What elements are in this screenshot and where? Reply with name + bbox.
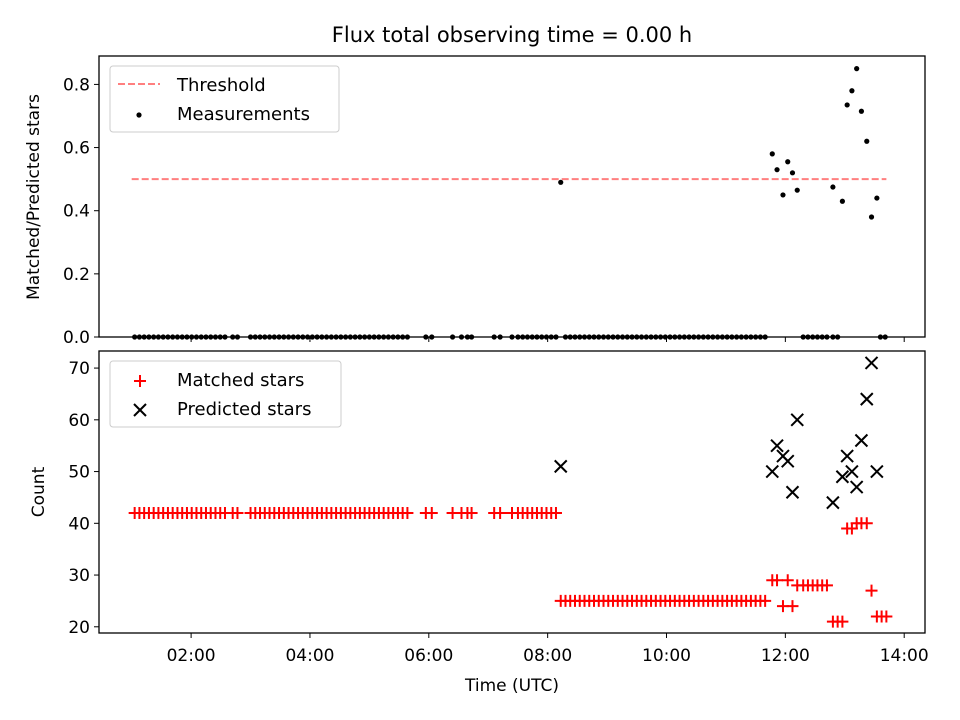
predicted-stars-point <box>849 480 864 494</box>
count-y-tick-label: 70 <box>68 359 90 379</box>
predicted-stars-point <box>864 356 879 370</box>
count-y-tick-label: 20 <box>68 618 90 638</box>
count-marks <box>128 356 893 628</box>
measurements-legend-swatch <box>136 112 142 118</box>
x-axis-label: Time (UTC) <box>464 676 559 696</box>
measurements-point <box>858 108 865 114</box>
measurements-point <box>789 170 796 176</box>
measurements-point <box>830 184 836 190</box>
matched-stars-point <box>880 610 893 623</box>
measurements-point <box>874 195 880 201</box>
ratio-y-tick-label: 0.8 <box>63 75 90 95</box>
x-tick-label: 12:00 <box>761 646 810 666</box>
ratio-y-tick-label: 0.2 <box>63 265 90 285</box>
count-panel: 20 30 40 50 60 70 02:00 04:00 06:00 08:00 10:00 12… <box>29 350 929 696</box>
matched-stars-point <box>425 506 438 519</box>
ratio-y-tick-label: 0.4 <box>63 202 90 222</box>
ratio-legend: Threshold Measurements <box>109 65 340 133</box>
count-legend: Matched stars Predicted stars <box>109 360 342 428</box>
matched-stars-point <box>465 506 478 519</box>
matched-stars-legend-label: Matched stars <box>177 370 304 391</box>
predicted-stars-legend-label: Predicted stars <box>177 399 311 420</box>
ratio-y-axis: 0.0 0.2 0.4 0.6 0.8 <box>63 75 99 348</box>
count-axes-frame <box>98 350 926 634</box>
measurements-point <box>844 102 850 108</box>
ratio-y-tick-label: 0.0 <box>63 328 90 348</box>
matched-stars-legend-swatch <box>134 375 146 387</box>
predicted-stars-point <box>854 433 869 448</box>
measurements-point <box>794 187 800 193</box>
count-y-tick-label: 60 <box>68 411 90 431</box>
matched-stars-point <box>860 517 873 530</box>
matched-stars-point <box>771 574 784 587</box>
ratio-y-axis-label: Matched/Predicted stars <box>24 94 44 300</box>
ratio-y-tick-label: 0.6 <box>63 139 90 159</box>
matched-stars-point <box>836 615 849 628</box>
measurements-point <box>769 151 775 157</box>
threshold-legend-label: Threshold <box>176 75 266 96</box>
measurements-point <box>868 214 875 220</box>
predicted-stars-point <box>835 470 850 484</box>
measurements-point <box>864 138 870 144</box>
predicted-stars-point <box>840 449 854 463</box>
matched-stars-point <box>549 506 562 519</box>
matched-stars-point <box>865 584 878 597</box>
count-y-tick-label: 50 <box>68 463 90 483</box>
predicted-stars-point <box>860 392 874 406</box>
predicted-stars-point <box>790 413 804 427</box>
x-tick-label: 06:00 <box>404 646 453 666</box>
ratio-legend-box <box>109 65 340 133</box>
matched-stars-point <box>401 506 414 519</box>
predicted-stars-point <box>770 438 784 453</box>
matched-stars-point <box>781 574 794 587</box>
matched-stars-point <box>494 506 507 519</box>
predicted-stars-point <box>785 485 800 499</box>
ratio-panel: 0.00.20.40.60.8 Matched/Predicted stars … <box>24 55 926 348</box>
measurements-point <box>780 192 786 198</box>
x-tick-label: 10:00 <box>642 646 691 666</box>
predicted-stars-point <box>826 495 840 510</box>
matched-stars-point <box>759 594 772 607</box>
x-tick-label: 14:00 <box>880 646 929 666</box>
measurements-point <box>839 198 846 204</box>
predicted-stars-point <box>554 459 568 474</box>
x-tick-label: 04:00 <box>285 646 334 666</box>
predicted-stars-point <box>870 464 884 479</box>
measurements-point <box>774 167 780 173</box>
count-x-axis: 02:00 04:00 06:00 08:00 10:00 12:00 14:00 <box>167 633 929 666</box>
predicted-stars-point <box>845 464 859 479</box>
measurements-point <box>558 179 564 185</box>
predicted-stars-point <box>781 454 795 468</box>
measurements-point <box>849 88 855 94</box>
measurements-legend-label: Measurements <box>177 104 310 125</box>
count-y-tick-label: 30 <box>68 566 90 586</box>
x-tick-label: 02:00 <box>167 646 216 666</box>
measurements-point <box>785 159 791 165</box>
count-y-axis-label: Count <box>29 466 49 517</box>
count-y-tick-label: 40 <box>68 514 90 534</box>
count-legend-box <box>109 360 342 428</box>
matched-stars-point <box>231 506 244 519</box>
ratio-x-ticks <box>190 337 905 342</box>
matched-stars-point <box>820 579 833 592</box>
ratio-axes-frame <box>98 55 926 338</box>
matched-stars-point <box>786 600 799 613</box>
x-tick-label: 08:00 <box>523 646 572 666</box>
predicted-stars-point <box>765 464 779 479</box>
measurements-point <box>854 66 860 72</box>
chart-title: Flux total observing time = 0.00 h <box>332 23 692 47</box>
count-y-axis: 20 30 40 50 60 70 <box>68 359 99 638</box>
predicted-stars-legend-swatch <box>133 403 147 417</box>
